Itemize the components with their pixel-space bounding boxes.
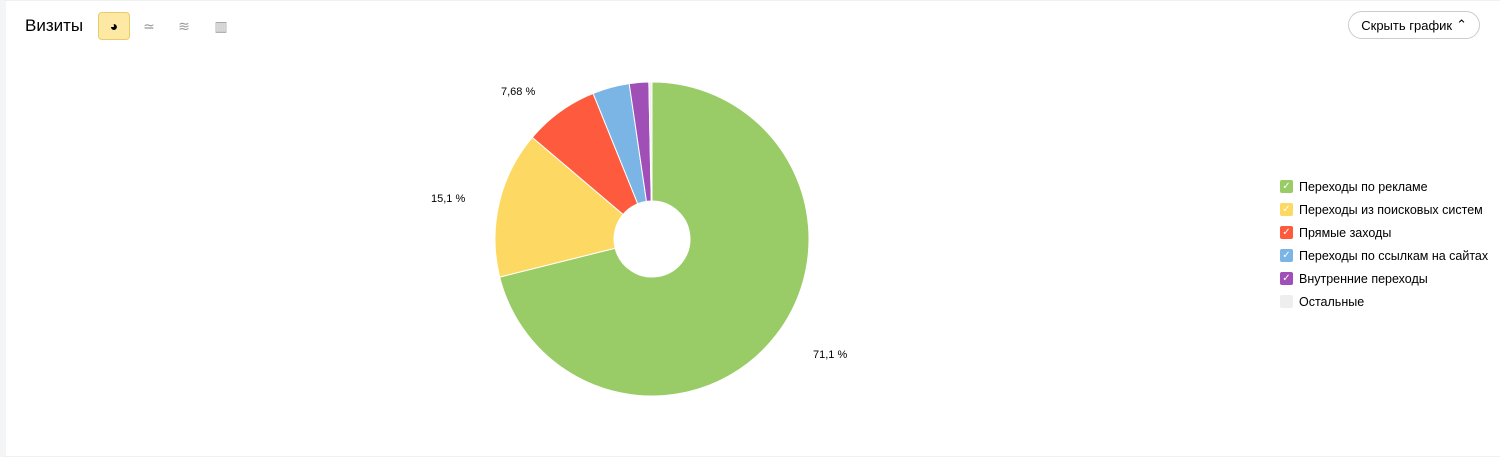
checkbox-icon[interactable]: ✓ <box>1280 272 1293 285</box>
chevron-up-icon: ⌃ <box>1456 17 1467 32</box>
checkbox-icon[interactable]: ✓ <box>1280 226 1293 239</box>
legend-label: Переходы из поисковых систем <box>1299 202 1483 217</box>
pie-chart-button[interactable]: ◕ <box>98 12 130 40</box>
data-label: 7,68 % <box>501 86 536 98</box>
pie-slice[interactable] <box>499 81 810 397</box>
legend-label: Переходы по ссылкам на сайтах <box>1299 248 1489 263</box>
legend-item[interactable]: ✓ Внутренние переходы <box>1280 267 1488 290</box>
pie-slice[interactable] <box>494 136 624 278</box>
checkbox-icon[interactable]: ✓ <box>1280 203 1293 216</box>
hide-chart-button[interactable]: Скрыть график ⌃ <box>1348 11 1480 39</box>
pie-chart-icon: ◕ <box>109 18 119 34</box>
chart-title: Визиты <box>25 16 84 35</box>
legend-item[interactable]: ✓ Прямые заходы <box>1280 221 1488 244</box>
data-label: 71,1 % <box>813 349 848 361</box>
legend-label: Внутренние переходы <box>1299 271 1428 286</box>
legend-label: Прямые заходы <box>1299 225 1392 240</box>
legend-item[interactable]: ✓ Переходы по рекламе <box>1280 175 1488 198</box>
legend-label: Остальные <box>1299 294 1365 309</box>
area-chart-icon: ≋ <box>178 17 190 34</box>
data-label: 15,1 % <box>431 193 466 205</box>
legend: ✓ Переходы по рекламе ✓ Переходы из поисков… <box>1280 175 1488 313</box>
legend-label: Переходы по рекламе <box>1299 179 1428 194</box>
legend-item[interactable]: ✓ Переходы по ссылкам на сайтах <box>1280 244 1488 267</box>
bar-chart-icon: ▥ <box>214 17 228 34</box>
legend-item[interactable]: Остальные <box>1280 290 1488 313</box>
line-chart-button[interactable]: ≃ <box>133 12 165 40</box>
bar-chart-button[interactable]: ▥ <box>205 12 237 40</box>
line-chart-icon: ≃ <box>143 17 155 34</box>
legend-item[interactable]: ✓ Переходы из поисковых систем <box>1280 198 1488 221</box>
pie-slice[interactable] <box>648 81 653 202</box>
checkbox-icon[interactable]: ✓ <box>1280 180 1293 193</box>
checkbox-icon[interactable]: ✓ <box>1280 249 1293 262</box>
hide-chart-label: Скрыть график <box>1361 17 1453 33</box>
checkbox-icon[interactable] <box>1280 295 1293 308</box>
area-chart-button[interactable]: ≋ <box>168 12 200 40</box>
